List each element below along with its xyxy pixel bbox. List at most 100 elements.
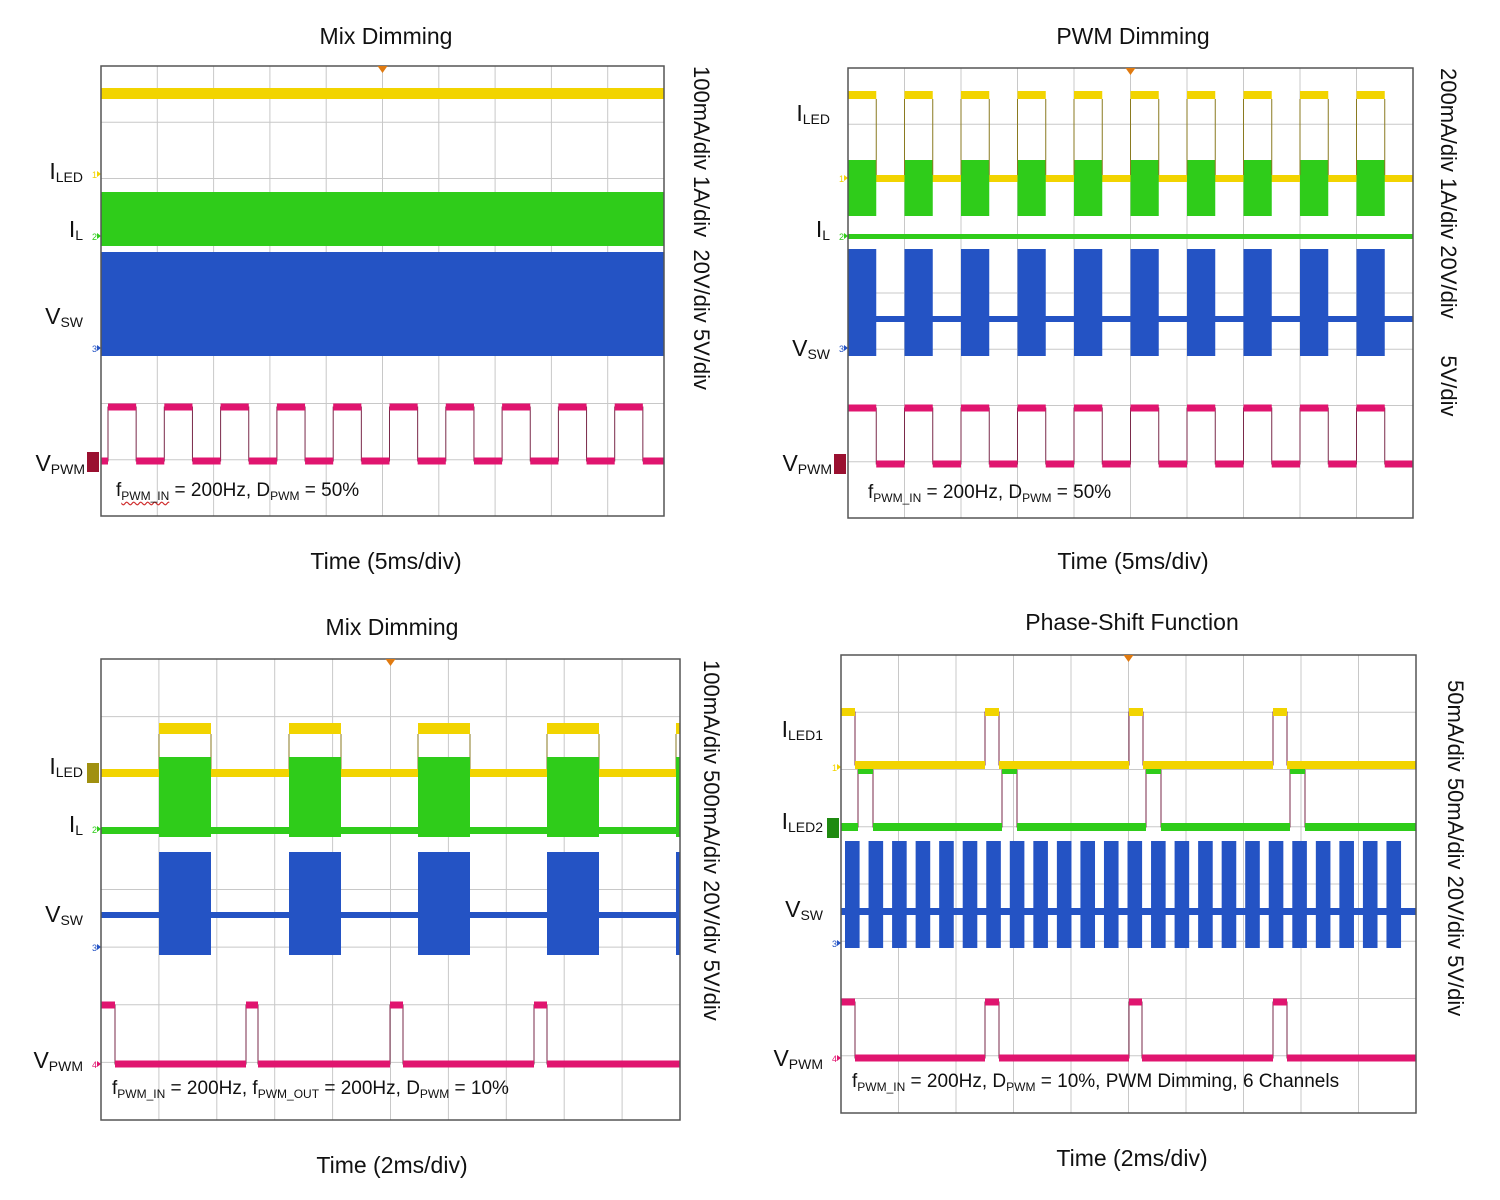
svg-text:1: 1	[839, 174, 844, 184]
trace-vpwm-low-level	[547, 1060, 680, 1068]
trace-vpwm-low-level	[989, 460, 1018, 468]
trace-vsw-burst	[1221, 841, 1237, 948]
trace-iled-edge	[1017, 99, 1047, 175]
channel-1-marker: 1	[839, 174, 848, 184]
trace-iled2-high-level	[1146, 766, 1161, 774]
trace-il-burst	[1243, 160, 1272, 216]
trace-vsw-burst	[1198, 841, 1213, 948]
trace-vpwm-high-level	[848, 404, 877, 412]
trace-il-burst	[159, 757, 211, 837]
trace-vpwm-low-level	[876, 460, 905, 468]
trace-vsw-burst	[1103, 841, 1119, 948]
trace-vsw-burst	[1033, 841, 1048, 948]
trace-iled1-high-level	[1273, 708, 1287, 716]
channel-4-marker: 4	[92, 1060, 101, 1070]
trace-vsw-burst	[1056, 841, 1072, 948]
trace-iled1-low-level	[855, 761, 985, 769]
channel-label-iled: ILED	[796, 100, 830, 127]
trace-iled1-high-level	[985, 708, 999, 716]
trace-vsw-burst	[1362, 841, 1378, 948]
vertical-scale-label: 100mA/div 1A/div 20V/div 5V/div	[689, 66, 714, 391]
trace-iled	[101, 88, 664, 99]
trace-vpwm-high-level	[841, 998, 855, 1006]
scope-plot: 2 3 4	[87, 658, 681, 1121]
trace-vsw-burst	[939, 841, 954, 948]
channel-label-vsw: VSW	[45, 901, 83, 928]
trace-vpwm-edges	[101, 1004, 680, 1065]
trace-vsw-burst	[962, 841, 978, 948]
trace-iled1-high-level	[1129, 708, 1143, 716]
trace-vsw-burst	[1080, 841, 1096, 948]
trace-vpwm-low-level	[473, 457, 503, 465]
trace-vsw-burst	[915, 841, 931, 948]
trace-vpwm-high-level	[1243, 404, 1272, 412]
trace-vsw-burst	[1243, 249, 1272, 356]
trace-vsw-burst	[1074, 249, 1103, 356]
trace-iled-high-level	[159, 723, 211, 734]
trace-vpwm-high-level	[534, 1001, 547, 1009]
trace-iled2-low-level	[841, 823, 858, 831]
svg-text:2: 2	[839, 232, 844, 242]
trace-vsw-burst	[868, 841, 884, 948]
trace-vpwm-low-level	[1215, 460, 1244, 468]
svg-text:4: 4	[832, 1054, 837, 1064]
scope-plot: 1 3 4	[827, 654, 1417, 1114]
trace-vpwm-high-level	[904, 404, 933, 412]
trace-iled-edge	[1356, 99, 1386, 175]
trace-iled-pulse	[904, 91, 933, 99]
measurement-annotation: fPWM_IN = 200Hz, DPWM = 10%, PWM Dimming…	[852, 1071, 1340, 1094]
trace-iled-high-level	[289, 723, 341, 734]
channel-2-marker: 2	[92, 825, 101, 835]
trace-vpwm-high-level	[1273, 998, 1287, 1006]
channel-label-iled2: ILED2	[781, 808, 823, 835]
trace-iled-high-level	[418, 723, 470, 734]
trace-iled2-high-level	[1290, 766, 1305, 774]
trace-iled-pulse	[1017, 91, 1046, 99]
trace-vpwm-low-level	[136, 457, 165, 465]
trace-vsw-burst	[1130, 249, 1159, 356]
channel-4-marker	[834, 454, 846, 474]
trace-vpwm-low-level	[855, 1054, 985, 1062]
channel-label-vsw: VSW	[45, 303, 83, 330]
trace-vpwm-low-level	[192, 457, 221, 465]
trace-vpwm-high-level	[614, 403, 643, 411]
trace-vpwm-high-level	[108, 403, 137, 411]
vertical-scale-label: 100mA/div 500mA/div 20V/div 5V/div	[699, 660, 724, 1021]
trace-vsw-burst	[547, 852, 599, 955]
trace-vsw-burst	[1356, 249, 1385, 356]
trace-vpwm-low-level	[999, 1054, 1129, 1062]
trace-vpwm-high-level	[246, 1001, 258, 1009]
channel-label-il: IL	[68, 216, 83, 243]
svg-text:1: 1	[92, 170, 97, 180]
trace-vsw-burst	[676, 852, 680, 955]
trace-il-burst	[289, 757, 341, 837]
trace-iled1-edges	[841, 711, 1416, 766]
trace-vpwm-high-level	[558, 403, 587, 411]
trace-vsw-burst	[845, 841, 860, 948]
channel-2-marker: 2	[92, 232, 101, 242]
trace-vpwm-low-level	[101, 457, 108, 465]
trace-vpwm-low-level	[305, 457, 334, 465]
trace-il-burst	[547, 757, 599, 837]
svg-text:1: 1	[832, 763, 837, 773]
chart-title: Phase-Shift Function	[1025, 609, 1239, 635]
trace-iled-edge	[1299, 99, 1329, 175]
trace-iled2-high-level	[858, 766, 873, 774]
trace-vpwm-high-level	[1017, 404, 1046, 412]
svg-text:2: 2	[92, 232, 97, 242]
trace-il-burst	[848, 160, 877, 216]
trace-vpwm-low-level	[1045, 460, 1074, 468]
channel-3-marker: 3	[92, 344, 101, 354]
chart-title: Mix Dimming	[325, 614, 459, 640]
channel-label-iled: ILED	[49, 753, 83, 780]
channel-1-marker: 1	[92, 170, 101, 180]
trace-vsw-burst	[1009, 841, 1025, 948]
trace-vsw-burst	[986, 841, 1001, 948]
trace-iled-edge	[1073, 99, 1103, 175]
channel-2-marker: 2	[839, 232, 848, 242]
trace-vpwm-edges	[848, 407, 1413, 465]
chart-title: PWM Dimming	[1056, 23, 1210, 49]
trace-vpwm-low-level	[1158, 460, 1187, 468]
trace-vsw-idle-level	[101, 912, 680, 918]
trace-iled2-low-level	[1161, 823, 1290, 831]
